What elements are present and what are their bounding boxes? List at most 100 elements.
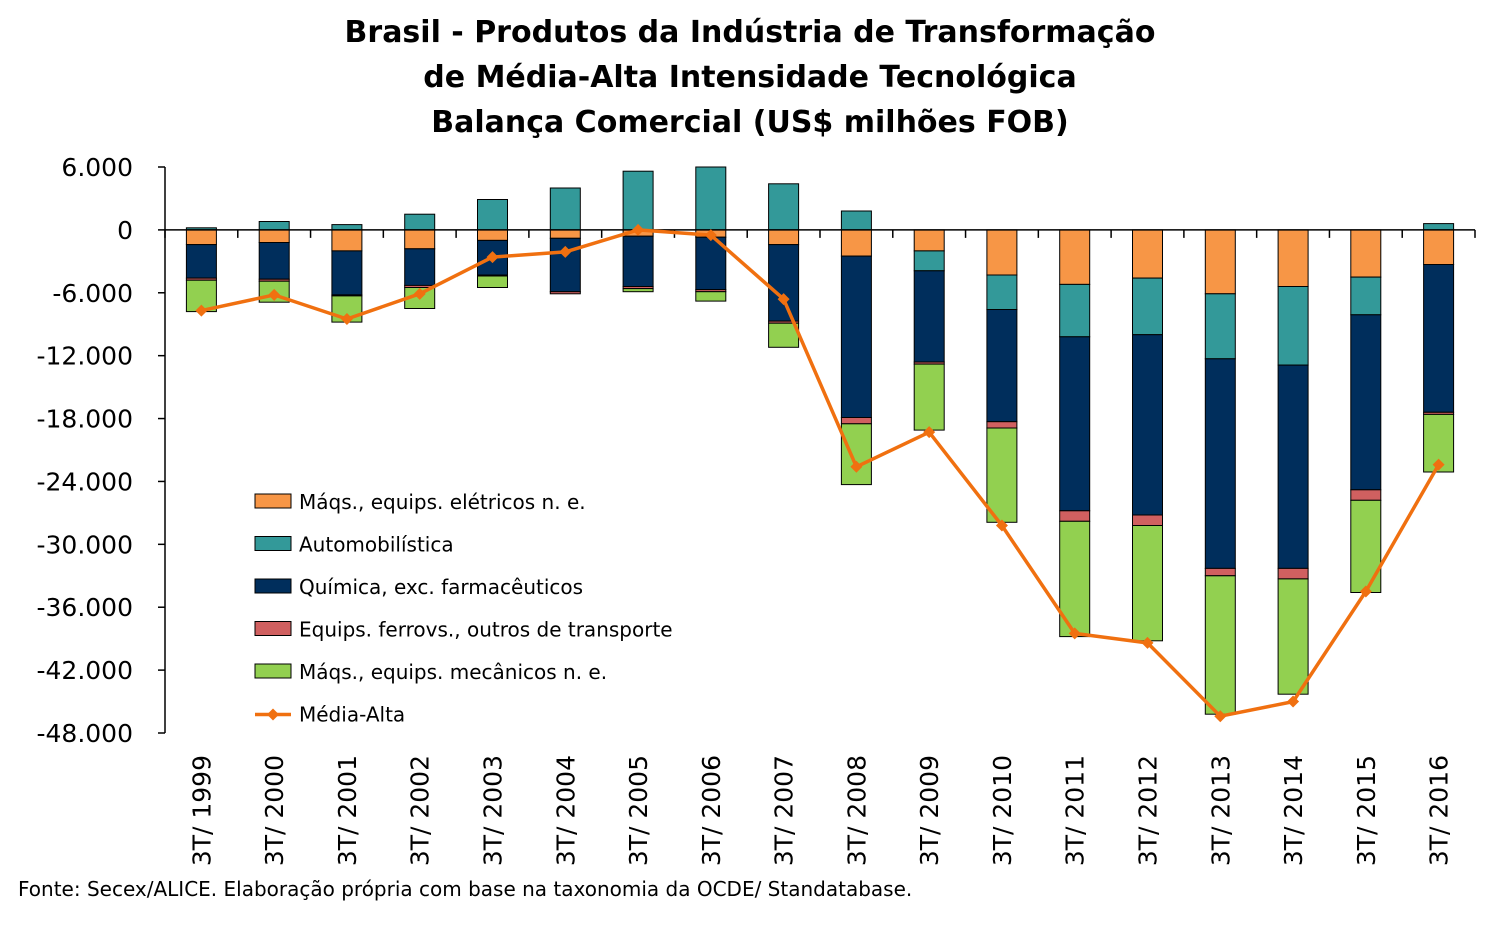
bar-segment-2-32010 — [986, 274, 1018, 311]
media-alta-marker — [923, 426, 936, 439]
bar-segment-1-32010 — [986, 229, 1018, 276]
bar-segment-2-32000 — [258, 221, 290, 231]
bar-segment-5-32005 — [622, 288, 654, 293]
media-alta-marker — [1141, 636, 1154, 649]
legend-label-3: Química, exc. farmacêuticos — [299, 575, 583, 599]
x-tick-label: 3T/ 2006 — [697, 755, 726, 866]
y-tick-label: -36.000 — [37, 593, 134, 622]
legend-swatch-1 — [254, 493, 292, 509]
x-tick-label: 3T/ 2012 — [1134, 755, 1163, 866]
x-tick-label: 3T/ 2003 — [479, 755, 508, 866]
bar-segment-2-32008 — [840, 210, 872, 231]
bar-segment-1-32015 — [1350, 229, 1382, 278]
bar-segment-4-32004 — [549, 291, 581, 295]
legend-label-5: Máqs., equips. mecânicos n. e. — [299, 660, 607, 684]
bar-segment-4-32010 — [986, 421, 1018, 429]
bar-segment-3-32011 — [1059, 336, 1091, 512]
bar-segment-3-32014 — [1277, 364, 1309, 569]
bar-segment-4-32008 — [840, 417, 872, 425]
bar-segment-1-31999 — [185, 229, 217, 246]
legend-swatch-5 — [254, 663, 292, 679]
bar-segment-1-32014 — [1277, 229, 1309, 287]
media-alta-marker — [1287, 695, 1300, 708]
y-tick-label: -6.000 — [52, 279, 133, 308]
legend-swatch-2 — [254, 536, 292, 551]
media-alta-marker — [995, 519, 1008, 532]
bar-segment-1-32000 — [258, 229, 290, 243]
media-alta-marker — [632, 223, 645, 236]
bar-segment-2-32014 — [1277, 286, 1309, 366]
bar-segment-3-32001 — [331, 250, 363, 296]
chart-title: Brasil - Produtos da Indústria de Transf… — [0, 10, 1500, 145]
media-alta-marker — [195, 304, 208, 317]
y-tick-label: -24.000 — [37, 467, 134, 496]
bar-segment-1-32011 — [1059, 229, 1091, 285]
y-tick-label: -48.000 — [37, 719, 134, 748]
x-tick-label: 3T/ 2015 — [1352, 755, 1381, 866]
bar-segment-4-32013 — [1204, 567, 1236, 577]
x-tick-label: 3T/ 2010 — [988, 755, 1017, 866]
bar-segment-5-32014 — [1277, 578, 1309, 695]
bar-segment-3-32000 — [258, 242, 290, 280]
bar-segment-2-32002 — [404, 213, 436, 231]
bar-segment-3-32005 — [622, 235, 654, 287]
bar-segment-2-32013 — [1204, 293, 1236, 360]
legend-label-2: Automobilística — [299, 533, 454, 557]
bar-segment-1-32016 — [1423, 229, 1455, 265]
legend: Máqs., equips. elétricos n. e. Automobilí… — [254, 490, 673, 727]
bar-segment-2-32004 — [549, 187, 581, 231]
axis-layer: 6.000 0 -6.000 -12.000 -18.000 -24.000 -30.000… — [37, 153, 1476, 866]
y-tick-label: -12.000 — [37, 342, 134, 371]
legend-label-1: Máqs., equips. elétricos n. e. — [299, 490, 586, 514]
bar-segment-1-32007 — [768, 229, 800, 246]
x-tick-label: 3T/ 2005 — [624, 755, 653, 866]
bar-segment-3-32015 — [1350, 314, 1382, 491]
bar-segment-1-32001 — [331, 229, 363, 252]
bar-segment-3-31999 — [185, 244, 217, 279]
bar-segment-2-32005 — [622, 170, 654, 231]
media-alta-marker — [1068, 627, 1081, 640]
chart-title-line-1: Brasil - Produtos da Indústria de Transf… — [344, 15, 1156, 50]
bar-segment-4-32015 — [1350, 489, 1382, 501]
bar-segment-4-32014 — [1277, 567, 1309, 580]
bar-segment-4-32012 — [1132, 514, 1163, 526]
line-layer — [195, 223, 1445, 723]
bar-segment-5-32003 — [477, 275, 508, 288]
bar-segment-2-32011 — [1059, 283, 1091, 338]
legend-swatch-marker — [267, 708, 279, 721]
x-tick-label: 3T/ 2009 — [915, 755, 944, 866]
legend-swatch-4 — [254, 621, 292, 636]
bar-segment-5-32006 — [695, 291, 727, 302]
bar-segment-1-32008 — [840, 229, 872, 257]
bar-segment-2-32001 — [331, 224, 363, 231]
bar-segment-3-32002 — [404, 248, 436, 287]
y-tick-label: -30.000 — [37, 530, 134, 559]
y-tick-label: -42.000 — [37, 656, 134, 685]
media-alta-marker — [486, 251, 499, 264]
legend-swatch-3 — [254, 578, 292, 594]
chart-title-line-3: Balança Comercial (US$ milhões FOB) — [431, 105, 1069, 140]
bar-segment-5-32012 — [1132, 525, 1163, 642]
x-tick-label: 3T/ 2007 — [770, 755, 799, 866]
media-alta-marker — [413, 287, 426, 300]
bar-segment-5-32008 — [840, 423, 872, 486]
bar-segment-2-32016 — [1423, 223, 1455, 231]
bars-layer — [185, 166, 1455, 715]
x-tick-label: 3T/ 2011 — [1061, 755, 1090, 866]
x-tick-label: 3T/ 2004 — [551, 755, 580, 866]
x-tick-label: 3T/ 1999 — [187, 755, 216, 866]
x-tick-label: 3T/ 2000 — [260, 755, 289, 866]
bar-segment-2-32015 — [1350, 276, 1382, 316]
media-alta-marker — [340, 312, 353, 325]
bar-segment-1-32013 — [1204, 229, 1236, 295]
media-alta-line — [201, 228, 1441, 718]
bar-segment-1-32002 — [404, 229, 436, 250]
bar-segment-5-32015 — [1350, 499, 1382, 593]
bar-segment-1-32004 — [549, 229, 581, 239]
bar-segment-2-32003 — [477, 199, 508, 231]
x-tick-label: 3T/ 2002 — [406, 755, 435, 866]
media-alta-marker — [777, 293, 790, 306]
y-tick-label: -18.000 — [37, 405, 134, 434]
bar-segment-3-32012 — [1132, 334, 1163, 516]
